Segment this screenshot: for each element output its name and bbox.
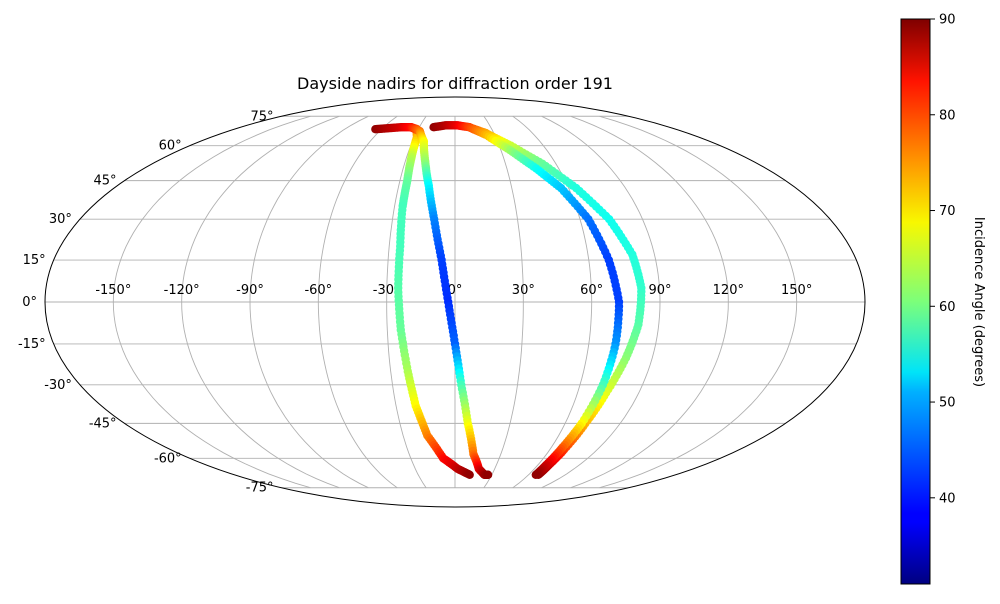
lon-tick-label: 150° [781, 283, 812, 298]
data-point [465, 470, 474, 479]
lat-tick-label: 0° [22, 295, 37, 310]
lat-tick-label: -15° [18, 337, 46, 352]
lon-tick-label: -90° [236, 283, 264, 298]
graticule-grid [45, 115, 865, 489]
colorbar-ticks: 40 50 60 70 80 90 [930, 13, 956, 506]
lon-tick-label: -30° [373, 283, 401, 298]
chart-title: Dayside nadirs for diffraction order 191 [297, 74, 613, 93]
colorbar-tick-label: 40 [939, 491, 956, 506]
colorbar-tick-label: 50 [939, 396, 956, 411]
lon-tick-label: 0° [448, 283, 463, 298]
longitude-tick-labels: -150° -120° -90° -60° -30° 0° 30° 60° 90° 120° 150… [95, 283, 812, 298]
data-point [531, 470, 540, 479]
lat-tick-label: 30° [49, 212, 72, 227]
data-point [483, 470, 493, 479]
lat-tick-label: 75° [250, 109, 273, 124]
lat-tick-label: 15° [23, 253, 46, 268]
lon-tick-label: -120° [164, 283, 200, 298]
data-points [371, 121, 646, 479]
lat-tick-label: 60° [159, 139, 182, 154]
colorbar-label: Incidence Angle (degrees) [971, 217, 986, 387]
latitude-tick-labels: 75° 60° 45° 30° 15° 0° -15° -30° -45° -60° -75° [18, 109, 274, 495]
lat-tick-label: 45° [94, 174, 117, 189]
colorbar [900, 18, 931, 585]
map-boundary [44, 96, 866, 508]
lon-tick-label: -60° [304, 283, 332, 298]
lon-tick-label: 60° [580, 283, 603, 298]
lat-tick-label: -60° [154, 451, 182, 466]
lon-tick-label: 120° [713, 283, 744, 298]
colorbar-tick-label: 90 [939, 13, 956, 28]
lon-tick-label: 30° [512, 283, 535, 298]
lat-tick-label: -75° [246, 481, 274, 496]
lat-tick-label: -30° [44, 378, 72, 393]
colorbar-tick-label: 70 [939, 204, 956, 219]
lat-tick-label: -45° [89, 416, 117, 431]
colorbar-tick-label: 80 [939, 108, 956, 123]
lon-tick-label: -150° [95, 283, 131, 298]
colorbar-tick-label: 60 [939, 300, 956, 315]
lon-tick-label: 90° [648, 283, 671, 298]
